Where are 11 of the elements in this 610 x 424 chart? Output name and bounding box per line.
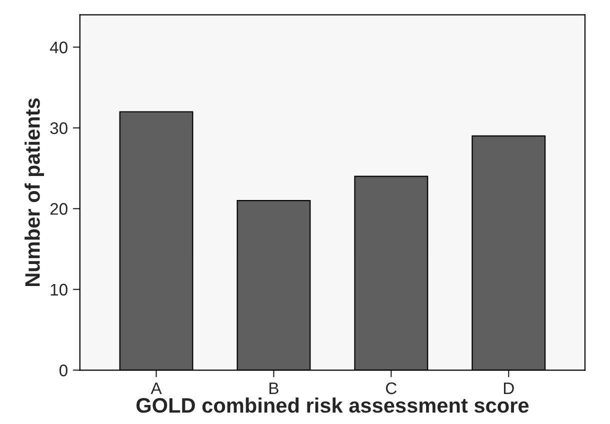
y-axis-title: Number of patients [24, 98, 44, 286]
y-tick-label: 0 [59, 364, 68, 376]
x-tick-label: A [150, 382, 162, 394]
x-tick-label: D [504, 382, 514, 394]
x-axis-title: GOLD combined risk assessment score [136, 397, 529, 413]
x-tick-label: C [386, 382, 397, 394]
y-tick-label: 10 [50, 284, 68, 296]
y-tick-label: 40 [50, 42, 68, 54]
x-tick-label: B [270, 382, 278, 394]
y-tick-label: 30 [50, 122, 68, 134]
y-tick-label: 20 [50, 203, 68, 215]
